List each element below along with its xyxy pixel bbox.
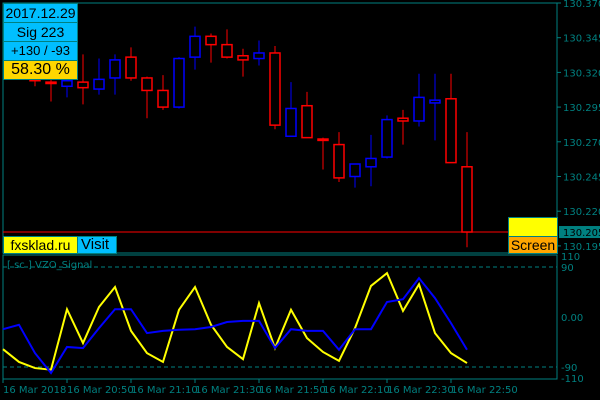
candle-body — [125, 56, 137, 79]
score-label: +130 / -93 — [3, 41, 78, 61]
time-tick-label: 16 Mar 21:50 — [259, 385, 326, 396]
candle — [269, 46, 281, 130]
candle-body — [429, 99, 441, 104]
candle-body — [333, 143, 345, 179]
candle-body — [349, 163, 361, 178]
candle-body — [61, 79, 73, 88]
time-tick-label: 16 Mar 22:10 — [323, 385, 390, 396]
price-tick-label: 130.245 — [563, 173, 600, 184]
candle — [173, 57, 185, 109]
candle — [141, 76, 153, 119]
candle — [461, 132, 473, 248]
price-tick-label: 130.320 — [563, 68, 600, 79]
price-tick-label: 130.295 — [563, 103, 600, 114]
indicator-level-label: 110 — [561, 252, 580, 263]
current-price-badge — [559, 226, 600, 239]
price-tick-label: 130.195 — [563, 242, 600, 253]
candle-body — [141, 77, 153, 92]
indicator-level-label: -110 — [561, 374, 584, 385]
candle — [109, 54, 121, 95]
current-price-label: 130.205 — [563, 228, 600, 239]
candle-body — [381, 118, 393, 158]
candle-body — [317, 138, 329, 142]
indicator-level-label: 0.00 — [561, 313, 583, 324]
candle-body — [269, 52, 281, 126]
candle-body — [445, 98, 457, 164]
candle — [445, 73, 457, 164]
price-tick-label: 130.220 — [563, 207, 600, 218]
candle-body — [45, 81, 57, 85]
main-line — [2, 276, 468, 375]
candle — [253, 40, 265, 66]
candle-body — [205, 35, 217, 46]
indicator-level-label: -90 — [561, 363, 577, 374]
candle-body — [285, 107, 297, 137]
price-tick-label: 130.370 — [563, 0, 600, 10]
screen-indicator — [508, 217, 558, 237]
candle — [157, 75, 169, 110]
candle-body — [77, 81, 89, 89]
candle — [381, 115, 393, 159]
percent-label: 58.30 % — [3, 60, 78, 80]
price-tick-label: 130.345 — [563, 34, 600, 45]
candle-body — [461, 166, 473, 233]
candle-body — [93, 78, 105, 90]
candle — [189, 26, 201, 70]
time-tick-label: 16 Mar 2018 — [3, 385, 66, 396]
candle-body — [301, 104, 313, 139]
candle — [365, 134, 377, 187]
candle — [429, 73, 441, 141]
signal-label: Sig 223 — [3, 22, 78, 42]
candle-body — [189, 35, 201, 58]
indicator-level-label: 90 — [561, 263, 574, 274]
price-axis: 130.370 130.345 130.320 130.295 130.270 130.2… — [557, 0, 600, 253]
price-tick-label: 130.270 — [563, 138, 600, 149]
time-tick-label: 16 Mar 22:30 — [387, 385, 454, 396]
time-tick-label: 16 Mar 21:10 — [131, 385, 198, 396]
candle — [125, 47, 137, 81]
candle — [221, 29, 233, 59]
signal-line — [2, 271, 468, 371]
candles — [3, 26, 557, 248]
candle — [317, 137, 329, 170]
candle-body — [221, 43, 233, 58]
candle-body — [173, 57, 185, 108]
indicator-title: [ sc ] VZO_Signal — [7, 260, 92, 271]
candle-body — [413, 96, 425, 122]
candle-body — [109, 59, 121, 79]
candle-body — [397, 117, 409, 122]
candle — [61, 79, 73, 98]
candle — [237, 48, 249, 77]
screen-button[interactable]: Screen — [508, 236, 558, 254]
candle — [285, 82, 297, 137]
time-tick-label: 16 Mar 22:50 — [451, 385, 518, 396]
main-chart-frame — [2, 2, 558, 254]
candle — [397, 109, 409, 145]
candle — [333, 132, 345, 183]
candle-body — [365, 157, 377, 168]
candle — [77, 54, 89, 105]
time-tick-label: 16 Mar 20:50 — [67, 385, 134, 396]
candle — [413, 73, 425, 127]
candle-body — [157, 89, 169, 108]
candle — [93, 58, 105, 95]
candle — [301, 91, 313, 139]
candle-body — [237, 54, 249, 61]
time-tick-label: 16 Mar 21:30 — [195, 385, 262, 396]
candle — [349, 163, 361, 188]
candle — [205, 33, 217, 63]
visit-button[interactable]: Visit — [77, 236, 117, 254]
indicator-frame — [2, 254, 558, 380]
site-link[interactable]: fxsklad.ru — [3, 236, 78, 254]
date-label: 2017.12.29 — [3, 3, 78, 23]
candle-body — [253, 52, 265, 60]
